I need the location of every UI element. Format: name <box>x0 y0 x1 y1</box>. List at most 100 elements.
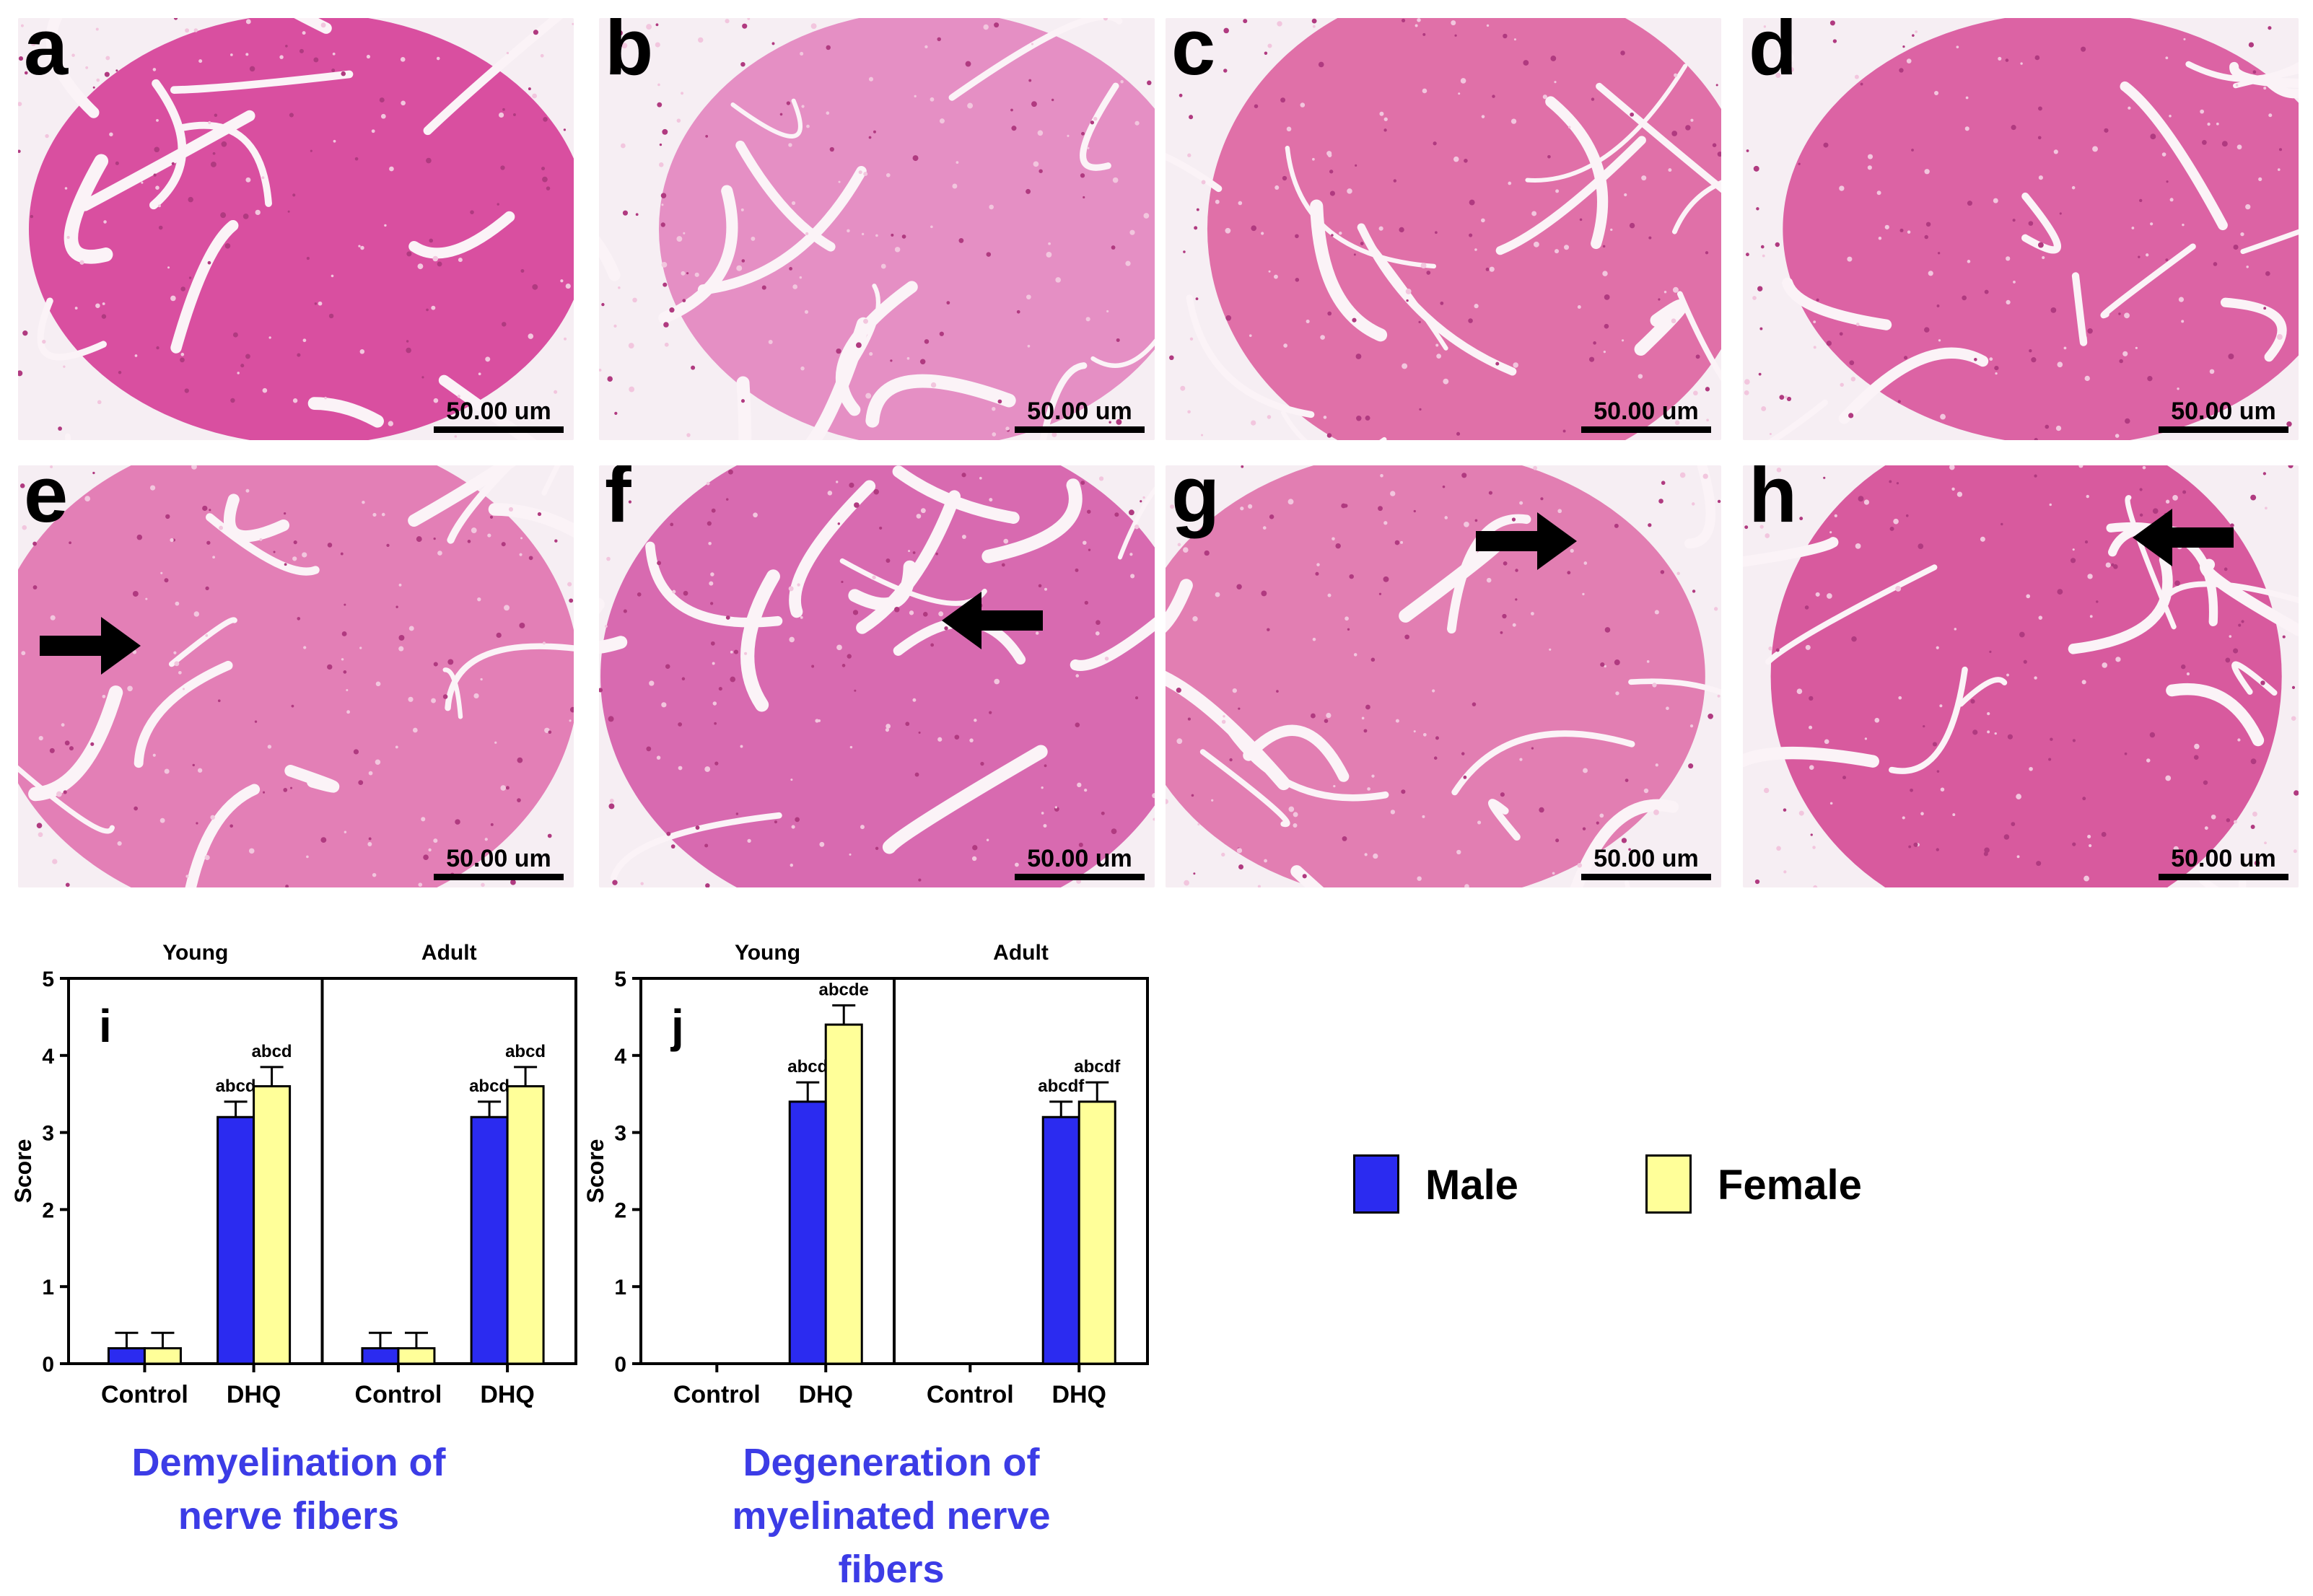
micrograph-h: h 50.00 um <box>1743 465 2299 887</box>
y-axis-label: Score <box>10 1139 36 1203</box>
bar-female <box>1077 1100 1116 1365</box>
micrograph-a: a 50.00 um <box>18 18 574 440</box>
significance-label: abcd <box>787 1057 828 1077</box>
tissue-image <box>18 18 574 440</box>
scale-bar-line <box>2159 426 2288 433</box>
chart-panel-label: i <box>99 1000 112 1052</box>
arrow-right-icon <box>40 617 141 675</box>
scale-bar-line <box>1015 874 1145 880</box>
panel-label: c <box>1171 18 1216 92</box>
bar-male <box>361 1347 400 1365</box>
significance-label: abcd <box>216 1077 256 1096</box>
chart-panel-label: j <box>670 1000 684 1052</box>
significance-label: abcdf <box>1038 1077 1085 1096</box>
scale-bar-label: 50.00 um <box>446 397 551 425</box>
y-tick-label: 1 <box>42 1276 54 1299</box>
x-tick-label: DHQ <box>480 1381 535 1408</box>
significance-label: abcd <box>505 1042 546 1061</box>
panel-label: d <box>1749 18 1798 92</box>
panel-label: f <box>605 465 631 539</box>
bar-male <box>788 1100 827 1365</box>
panel-label: h <box>1749 465 1798 539</box>
micrograph-g: g 50.00 um <box>1166 465 1721 887</box>
scale-bar-label: 50.00 um <box>2171 397 2276 425</box>
x-tick-label: Control <box>101 1381 188 1408</box>
scale-bar: 50.00 um <box>434 398 564 433</box>
y-tick-label: 4 <box>614 1045 626 1069</box>
y-tick-label: 0 <box>42 1353 54 1377</box>
x-tick-label: DHQ <box>798 1381 853 1408</box>
scale-bar: 50.00 um <box>1015 398 1145 433</box>
tissue-image <box>1166 465 1721 887</box>
x-tick-label: DHQ <box>227 1381 281 1408</box>
y-tick-label: 5 <box>614 968 626 991</box>
y-tick-label: 3 <box>42 1122 54 1146</box>
scale-bar-label: 50.00 um <box>1593 844 1699 872</box>
tissue-image <box>1166 18 1721 440</box>
bar-female <box>253 1085 292 1365</box>
scale-bar-line <box>1581 426 1711 433</box>
group-title: Adult <box>993 941 1049 965</box>
bar-charts: 0 1 2 3 4 5 Score i Young Control DHQ abcd abcd Adult… <box>10 941 1149 1408</box>
scale-bar-label: 50.00 um <box>1027 844 1132 872</box>
micrograph-d: d 50.00 um <box>1743 18 2299 440</box>
tissue-image <box>1744 18 2299 440</box>
panel-label: e <box>24 465 69 539</box>
micrograph-c: c 50.00 um <box>1166 18 1721 440</box>
group-title: Young <box>735 941 800 965</box>
y-tick-label: 2 <box>42 1198 54 1222</box>
arrow-left-icon <box>2133 509 2234 566</box>
x-tick-label: Control <box>355 1381 442 1408</box>
micrograph-b: b 50.00 um <box>599 18 1155 440</box>
panel-label: b <box>605 18 654 92</box>
y-tick-label: 0 <box>614 1353 626 1377</box>
scale-bar: 50.00 um <box>1581 844 1711 880</box>
panel-label: g <box>1171 465 1220 539</box>
y-tick-label: 3 <box>614 1122 626 1146</box>
scale-bar: 50.00 um <box>1581 398 1711 433</box>
x-tick-label: Control <box>673 1381 761 1408</box>
scale-bar-line <box>1581 874 1711 880</box>
group-title: Adult <box>421 941 477 965</box>
x-tick-label: Control <box>927 1381 1014 1408</box>
y-tick-label: 1 <box>614 1276 626 1299</box>
y-tick-label: 2 <box>614 1198 626 1222</box>
bar-female <box>824 1023 863 1365</box>
significance-label: abcd <box>252 1042 292 1061</box>
scale-bar-line <box>1015 426 1145 433</box>
scale-bar-label: 50.00 um <box>1593 397 1699 425</box>
group-title: Young <box>162 941 228 965</box>
x-tick-label: DHQ <box>1051 1381 1106 1408</box>
bar-female <box>143 1347 182 1365</box>
bar-female <box>397 1347 436 1365</box>
tissue-image <box>599 465 1155 887</box>
scale-bar: 50.00 um <box>434 844 564 880</box>
micrograph-e: e 50.00 um <box>18 465 574 887</box>
panel-label: a <box>24 18 69 92</box>
tissue-image <box>599 18 1155 440</box>
significance-label: abcde <box>819 980 869 999</box>
caption-demyelination: Demyelination of nerve fibers <box>131 1441 446 1538</box>
scale-bar: 50.00 um <box>1015 844 1145 880</box>
bar-male <box>107 1347 146 1365</box>
legend-label-female: Female <box>1718 1162 1862 1209</box>
scale-bar-label: 50.00 um <box>446 844 551 872</box>
bar-male <box>1041 1115 1080 1365</box>
y-axis-label: Score <box>582 1139 608 1203</box>
significance-label: abcd <box>469 1077 510 1096</box>
bar-male <box>470 1115 509 1365</box>
legend-swatch-male <box>1353 1154 1399 1214</box>
bar-male <box>217 1115 255 1365</box>
legend-label-male: Male <box>1425 1162 1518 1209</box>
scale-bar-line <box>434 874 564 880</box>
scale-bar-label: 50.00 um <box>2171 844 2276 872</box>
micrograph-f: f 50.00 um <box>599 465 1155 887</box>
y-tick-label: 4 <box>42 1045 54 1069</box>
scale-bar-line <box>434 426 564 433</box>
arrow-left-icon <box>942 592 1043 649</box>
scale-bar: 50.00 um <box>2159 844 2288 880</box>
arrow-right-icon <box>1476 512 1577 570</box>
scale-bar-label: 50.00 um <box>1027 397 1132 425</box>
tissue-image <box>18 465 574 887</box>
bar-female <box>506 1085 545 1365</box>
